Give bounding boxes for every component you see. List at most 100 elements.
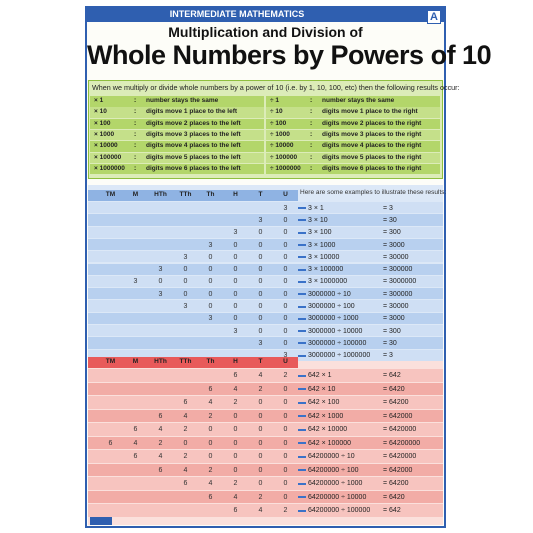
arrow bbox=[298, 374, 306, 377]
digit: 0 bbox=[183, 278, 188, 286]
arrow bbox=[298, 330, 306, 333]
digit: 2 bbox=[183, 426, 188, 434]
rule-row-bg bbox=[90, 141, 264, 152]
expression: 642 × 1000 bbox=[308, 412, 344, 420]
digit: 0 bbox=[208, 303, 213, 311]
place-value-header: U bbox=[283, 191, 288, 198]
digit: 0 bbox=[283, 315, 288, 323]
arrow bbox=[298, 207, 306, 210]
table-row-bg bbox=[88, 275, 443, 288]
table-row-bg bbox=[88, 349, 443, 361]
digit: 0 bbox=[258, 480, 263, 488]
table-row-bg bbox=[88, 463, 443, 476]
table-row-bg bbox=[88, 325, 443, 337]
expression: 64200000 ÷ 10000 bbox=[308, 493, 367, 501]
rule-op: ÷ 1000000 bbox=[270, 164, 301, 172]
digit: 0 bbox=[283, 412, 288, 420]
arrow bbox=[298, 401, 306, 404]
digit: 0 bbox=[258, 278, 263, 286]
band-text: INTERMEDIATE MATHEMATICS bbox=[169, 9, 305, 19]
rule-row-bg bbox=[266, 129, 440, 141]
digit: 0 bbox=[233, 453, 238, 461]
digit: 4 bbox=[158, 453, 163, 461]
result: = 3 bbox=[383, 352, 393, 360]
publisher-logo bbox=[90, 516, 112, 525]
rules-intro: When we multiply or divide whole numbers… bbox=[92, 83, 460, 92]
place-value-header: HTh bbox=[154, 358, 167, 365]
arrow bbox=[298, 428, 306, 431]
rule-separator: : bbox=[310, 119, 313, 127]
digit: 3 bbox=[208, 315, 213, 323]
expression: 3 × 100 bbox=[308, 229, 332, 237]
table-row-bg bbox=[88, 226, 443, 238]
rule-row-bg bbox=[266, 118, 440, 130]
table-row-bg bbox=[88, 312, 443, 324]
result: = 642000 bbox=[383, 466, 413, 474]
place-value-header: Th bbox=[206, 191, 215, 198]
rule-op: × 1000000 bbox=[94, 164, 125, 172]
digit: 0 bbox=[258, 266, 263, 274]
rule-text: number stays the same bbox=[322, 97, 395, 104]
table-row-bg bbox=[88, 202, 443, 214]
expression: 64200000 ÷ 100 bbox=[308, 466, 359, 474]
rule-separator: : bbox=[134, 97, 137, 104]
digit: 2 bbox=[208, 466, 213, 474]
rule-row-bg bbox=[266, 141, 440, 152]
digit: 0 bbox=[283, 241, 288, 249]
digit: 2 bbox=[208, 412, 213, 420]
table-row-bg bbox=[88, 238, 443, 251]
rule-row-bg bbox=[266, 107, 440, 118]
result: = 300000 bbox=[383, 290, 413, 298]
result: = 30 bbox=[383, 216, 397, 224]
digit: 0 bbox=[283, 453, 288, 461]
digit: 0 bbox=[283, 399, 288, 407]
examples-intro: Here are some examples to illustrate the… bbox=[300, 189, 447, 196]
table-row-bg bbox=[88, 369, 443, 382]
rule-row-bg bbox=[90, 129, 264, 141]
digit: 3 bbox=[233, 327, 238, 335]
digit: 0 bbox=[208, 290, 213, 298]
result: = 3000 bbox=[383, 315, 405, 323]
digit: 0 bbox=[258, 290, 263, 298]
digit: 0 bbox=[233, 439, 238, 447]
rule-row-bg bbox=[266, 163, 440, 175]
table-row-bg bbox=[88, 214, 443, 226]
arrow bbox=[298, 256, 306, 259]
digit: 6 bbox=[233, 372, 238, 380]
digit: 0 bbox=[208, 439, 213, 447]
digit: 2 bbox=[283, 372, 288, 380]
digit: 0 bbox=[183, 439, 188, 447]
digit: 0 bbox=[208, 426, 213, 434]
place-value-header: TTh bbox=[179, 191, 192, 198]
digit: 3 bbox=[183, 303, 188, 311]
result: = 64200 bbox=[383, 480, 409, 488]
digit: 0 bbox=[258, 426, 263, 434]
digit: 0 bbox=[283, 339, 288, 347]
digit: 6 bbox=[233, 507, 238, 515]
expression: 3 × 100000 bbox=[308, 266, 344, 274]
digit: 0 bbox=[183, 266, 188, 274]
table-row-bg bbox=[88, 477, 443, 490]
digit: 4 bbox=[258, 507, 263, 515]
place-value-header: U bbox=[283, 358, 288, 365]
result: = 30000 bbox=[383, 303, 409, 311]
digit: 0 bbox=[208, 278, 213, 286]
place-value-header: T bbox=[258, 191, 263, 198]
rule-separator: : bbox=[310, 142, 313, 150]
rule-row-bg bbox=[90, 107, 264, 118]
rule-op: ÷ 1000 bbox=[270, 130, 290, 138]
digit: 0 bbox=[283, 266, 288, 274]
digit: 4 bbox=[258, 372, 263, 380]
table-row-bg bbox=[88, 436, 443, 449]
digit: 0 bbox=[283, 480, 288, 488]
expression: 3000000 ÷ 10000 bbox=[308, 327, 363, 335]
digit: 6 bbox=[183, 480, 188, 488]
expression: 3 × 1000 bbox=[308, 241, 336, 249]
result: = 3000 bbox=[383, 241, 405, 249]
digit: 0 bbox=[258, 229, 263, 237]
arrow bbox=[298, 268, 306, 271]
rule-separator: : bbox=[134, 142, 137, 150]
table-row-bg bbox=[88, 423, 443, 436]
result: = 642000 bbox=[383, 412, 413, 420]
subtitle: Multiplication and Division of bbox=[168, 24, 363, 40]
